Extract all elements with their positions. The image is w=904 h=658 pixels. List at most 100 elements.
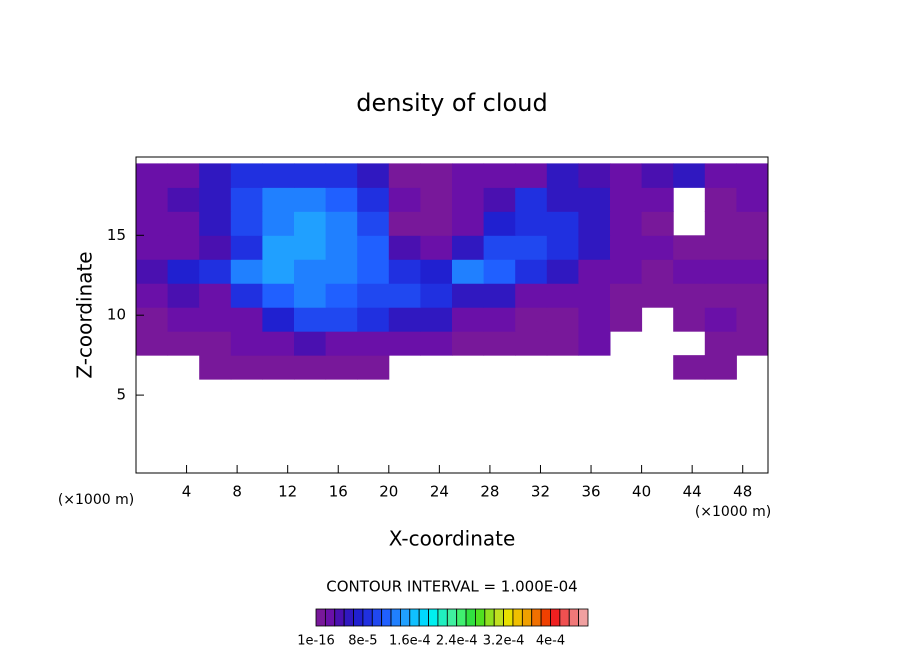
contour-cell	[294, 259, 327, 284]
contour-cell	[167, 331, 200, 356]
colorbar-box	[531, 608, 542, 627]
contour-cell	[546, 283, 579, 308]
contour-cell	[388, 235, 421, 260]
contour-cell	[230, 163, 263, 188]
contour-cell	[704, 307, 737, 332]
contour-cell	[736, 187, 769, 212]
contour-cell	[325, 163, 358, 188]
y-tick-label: 5	[116, 386, 126, 404]
contour-cell	[325, 283, 358, 308]
contour-cell	[610, 163, 643, 188]
colorbar-box	[550, 608, 561, 627]
contour-cell	[325, 259, 358, 284]
contour-cell	[388, 211, 421, 236]
contour-cell	[262, 235, 295, 260]
colorbar-box	[437, 608, 448, 627]
colorbar-box	[475, 608, 486, 627]
contour-cell	[230, 211, 263, 236]
contour-cell	[262, 187, 295, 212]
contour-cell	[357, 163, 390, 188]
colorbar-label: 2.4e-4	[436, 634, 478, 649]
contour-cell	[357, 187, 390, 212]
contour-cell	[199, 355, 232, 380]
colorbar-box	[381, 608, 392, 627]
contour-cell	[546, 307, 579, 332]
contour-cell	[230, 259, 263, 284]
colorbar-box	[484, 608, 495, 627]
colorbar-box	[493, 608, 504, 627]
contour-cell	[420, 187, 453, 212]
contour-cell	[199, 307, 232, 332]
colorbar-box	[324, 608, 336, 627]
contour-cell	[388, 307, 421, 332]
contour-cell	[294, 283, 327, 308]
contour-cell	[704, 187, 737, 212]
contour-cell	[388, 163, 421, 188]
contour-cell	[483, 163, 516, 188]
contour-cell	[452, 283, 485, 308]
contour-cell	[515, 259, 548, 284]
contour-cell	[199, 163, 232, 188]
contour-cell	[546, 187, 579, 212]
colorbar-box	[400, 608, 411, 627]
contour-cell	[736, 163, 769, 188]
contour-cell	[546, 235, 579, 260]
contour-cell	[420, 259, 453, 284]
contour-cell	[546, 211, 579, 236]
contour-cell	[515, 331, 548, 356]
y-unit: (×1000 m)	[58, 492, 134, 508]
contour-cell	[167, 211, 200, 236]
contour-cell	[388, 283, 421, 308]
colorbar-box	[503, 608, 514, 627]
contour-cell	[736, 259, 769, 284]
contour-cell	[136, 283, 169, 308]
contour-cell	[262, 331, 295, 356]
contour-cell	[452, 331, 485, 356]
contour-cell	[736, 283, 769, 308]
contour-cell	[641, 187, 674, 212]
contour-cell	[199, 235, 232, 260]
contour-cell	[452, 163, 485, 188]
contour-cell	[641, 163, 674, 188]
contour-cell	[673, 355, 706, 380]
contour-cell	[578, 259, 611, 284]
x-axis-label: X-coordinate	[389, 527, 516, 551]
y-tick-label: 10	[107, 306, 126, 324]
contour-cell	[199, 331, 232, 356]
contour-cell	[736, 307, 769, 332]
x-tick-label: 40	[632, 483, 651, 501]
contour-cell	[325, 211, 358, 236]
colorbar-box	[418, 608, 429, 627]
contour-cell	[610, 235, 643, 260]
contour-cell	[357, 355, 390, 380]
colorbar-box	[512, 608, 523, 627]
contour-cell	[515, 163, 548, 188]
x-tick-label: 8	[232, 483, 242, 501]
contour-cell	[610, 187, 643, 212]
contour-cell	[483, 211, 516, 236]
contour-cell	[673, 283, 706, 308]
colorbar-box	[465, 608, 476, 627]
x-tick-label: 32	[531, 483, 550, 501]
x-tick-label: 24	[430, 483, 449, 501]
contour-cell	[483, 283, 516, 308]
contour-cell	[294, 187, 327, 212]
chart-title: density of cloud	[356, 89, 547, 117]
contour-cell	[199, 211, 232, 236]
contour-cell	[230, 283, 263, 308]
contour-cell	[704, 355, 737, 380]
contour-cell	[262, 163, 295, 188]
x-tick-label: 28	[480, 483, 499, 501]
contour-cell	[325, 187, 358, 212]
contour-cell	[167, 259, 200, 284]
contour-cell	[262, 283, 295, 308]
contour-cell	[483, 331, 516, 356]
contour-cell	[610, 307, 643, 332]
contour-cell	[420, 211, 453, 236]
contour-cell	[578, 163, 611, 188]
contour-cell	[736, 211, 769, 236]
colorbar-box	[521, 608, 533, 627]
colorbar-box	[409, 608, 420, 627]
contour-cell	[420, 307, 453, 332]
